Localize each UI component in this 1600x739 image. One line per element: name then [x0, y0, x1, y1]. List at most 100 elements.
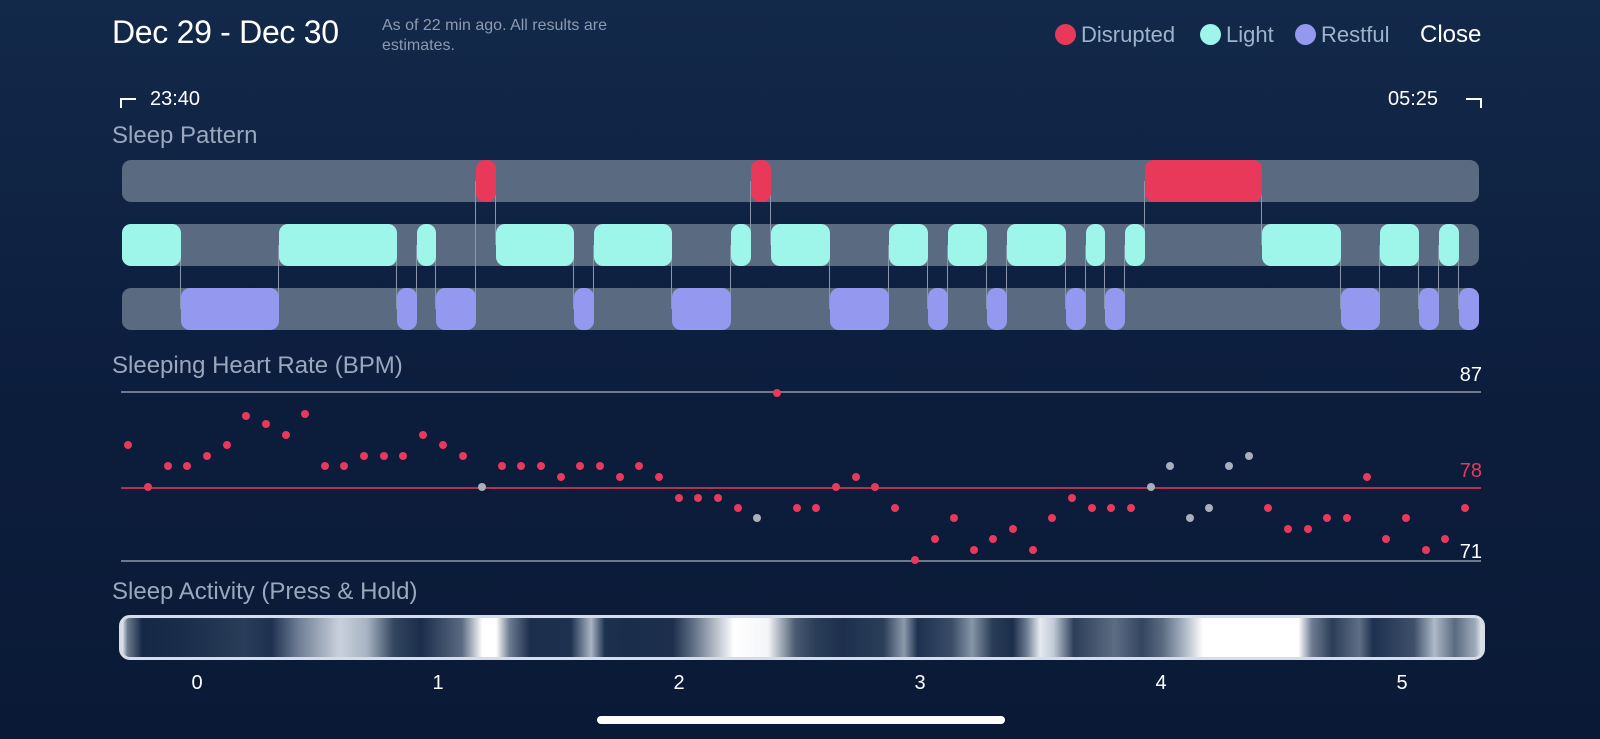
light-segment	[594, 224, 672, 266]
stage-transition-line	[770, 181, 771, 245]
restful-segment	[928, 288, 948, 330]
light-segment	[1125, 224, 1145, 266]
hr-max-label: 87	[1459, 364, 1482, 386]
restful-segment	[436, 288, 476, 330]
heart-rate-point	[1068, 494, 1076, 502]
stage-transition-line	[593, 245, 594, 309]
light-segment	[279, 224, 397, 266]
light-segment	[1007, 224, 1066, 266]
heart-rate-point	[714, 494, 722, 502]
heart-rate-point	[1402, 514, 1410, 522]
heart-rate-point	[1461, 504, 1469, 512]
stage-transition-line	[416, 245, 417, 309]
heart-rate-point	[419, 431, 427, 439]
stage-transition-line	[1144, 181, 1145, 245]
close-button[interactable]: Close	[1420, 21, 1482, 48]
stage-transition-line	[1261, 181, 1262, 245]
heart-rate-point	[242, 412, 250, 420]
heart-rate-point	[871, 483, 879, 491]
heart-rate-point	[1107, 504, 1115, 512]
stage-transition-line	[671, 245, 672, 309]
heart-rate-point	[1363, 473, 1371, 481]
heart-rate-point	[793, 504, 801, 512]
stage-transition-line	[750, 181, 751, 245]
disrupted-segment	[1145, 160, 1262, 202]
stage-transition-line	[1085, 245, 1086, 309]
hr-min-line	[121, 560, 1481, 562]
heart-rate-point	[1422, 546, 1430, 554]
restful-segment	[1419, 288, 1439, 330]
legend-restful: Restful	[1295, 22, 1389, 48]
heart-rate-point	[1284, 525, 1292, 533]
heart-rate-point	[989, 535, 997, 543]
stage-transition-line	[1458, 245, 1459, 309]
stage-transition-line	[1340, 245, 1341, 309]
light-segment	[1380, 224, 1419, 266]
heart-rate-point	[124, 441, 132, 449]
stage-transition-line	[180, 245, 181, 309]
stage-transition-line	[1124, 245, 1125, 309]
sleep-pattern-title: Sleep Pattern	[112, 122, 258, 149]
hr-max-line	[121, 391, 1481, 393]
heart-rate-point	[517, 462, 525, 470]
heart-rate-point	[694, 494, 702, 502]
x-tick-2: 2	[673, 672, 685, 694]
heart-rate-point	[655, 473, 663, 481]
stage-transition-line	[1104, 245, 1105, 309]
stage-transition-line	[1065, 245, 1066, 309]
heart-rate-point	[812, 504, 820, 512]
light-segment	[1086, 224, 1105, 266]
x-tick-0: 0	[191, 672, 203, 694]
heart-rate-point	[1343, 514, 1351, 522]
stage-transition-line	[888, 245, 889, 309]
end-time: 05:25	[1388, 88, 1482, 111]
light-segment	[417, 224, 436, 266]
light-segment	[496, 224, 574, 266]
restful-segment	[397, 288, 417, 330]
restful-segment	[181, 288, 279, 330]
heart-rate-point	[282, 431, 290, 439]
heart-rate-point	[773, 389, 781, 397]
sleep-activity-bar[interactable]	[119, 615, 1485, 660]
heart-rate-point	[753, 514, 761, 522]
light-segment	[1262, 224, 1341, 266]
heart-rate-point	[635, 462, 643, 470]
restful-segment	[1459, 288, 1479, 330]
light-dot-icon	[1200, 24, 1221, 45]
legend-light: Light	[1200, 22, 1274, 48]
heart-rate-point	[1323, 514, 1331, 522]
hr-avg-line	[121, 487, 1481, 489]
heart-rate-point	[498, 462, 506, 470]
heart-rate-point	[459, 452, 467, 460]
restful-segment	[1341, 288, 1380, 330]
heart-rate-point	[360, 452, 368, 460]
heart-rate-point	[321, 462, 329, 470]
restful-segment	[1066, 288, 1086, 330]
restful-segment	[830, 288, 889, 330]
heart-rate-point	[183, 462, 191, 470]
heart-rate-point	[1186, 514, 1194, 522]
x-tick-5: 5	[1396, 672, 1408, 694]
end-time-label: 05:25	[1388, 88, 1439, 110]
heart-rate-point	[399, 452, 407, 460]
heart-rate-point	[301, 410, 309, 418]
restful-dot-icon	[1295, 24, 1316, 45]
heart-rate-point	[557, 473, 565, 481]
light-segment	[122, 224, 181, 266]
heart-rate-point	[1147, 483, 1155, 491]
heart-rate-point	[1245, 452, 1253, 460]
x-tick-4: 4	[1155, 672, 1167, 694]
x-tick-3: 3	[914, 672, 926, 694]
heart-rate-point	[537, 462, 545, 470]
start-time: 23:40	[120, 88, 200, 111]
light-segment	[731, 224, 751, 266]
stage-transition-line	[730, 245, 731, 309]
heart-rate-point	[1029, 546, 1037, 554]
heart-rate-point	[1166, 462, 1174, 470]
heart-rate-point	[1225, 462, 1233, 470]
home-indicator[interactable]	[597, 716, 1005, 724]
stage-transition-line	[947, 245, 948, 309]
restful-segment	[1105, 288, 1125, 330]
heart-rate-point	[478, 483, 486, 491]
heart-rate-point	[734, 504, 742, 512]
